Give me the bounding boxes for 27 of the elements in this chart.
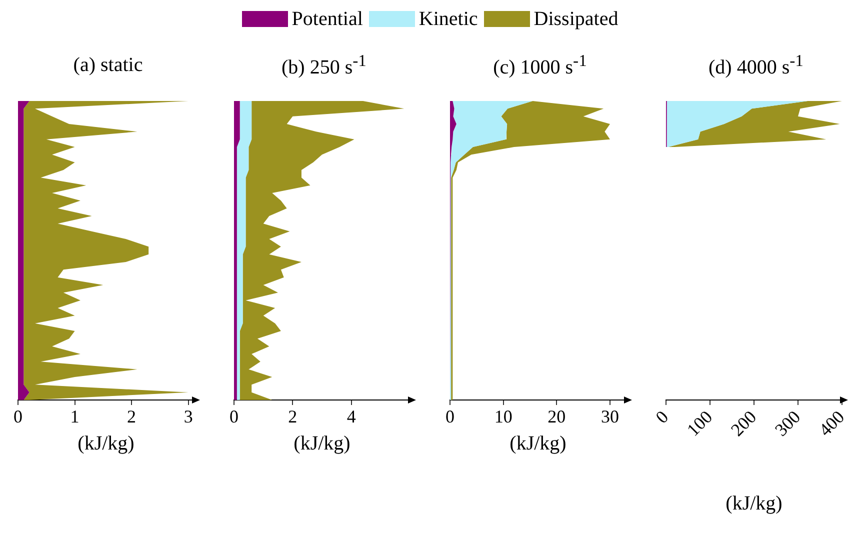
legend-label: Dissipated — [534, 8, 618, 30]
chart-title: (a) static — [73, 54, 143, 77]
x-tick-label: 400 — [814, 406, 848, 440]
x-tick-label: 3 — [184, 406, 193, 427]
x-axis-title: (kJ/kg) — [726, 492, 782, 514]
x-tick-label: 2 — [288, 406, 298, 427]
x-tick-label: 0 — [652, 406, 672, 428]
x-tick-label: 10 — [494, 406, 512, 427]
legend-label: Kinetic — [418, 8, 478, 30]
x-tick-label: 4 — [346, 406, 356, 427]
x-tick-label: 0 — [14, 406, 22, 427]
chart-title: (c) 1000 s$^{-1}$ — [493, 51, 587, 80]
x-axis-title: (kJ/kg) — [78, 432, 134, 454]
legend-label: Potential — [292, 8, 363, 30]
x-tick-label: 200 — [726, 406, 760, 440]
x-axis-title: (kJ/kg) — [294, 432, 350, 454]
x-tick-label: 20 — [548, 406, 566, 427]
x-tick-label: 0 — [230, 406, 238, 427]
chart-title: (b) 250 s$^{-1}$ — [282, 51, 366, 80]
chart-title: (d) 4000 s$^{-1}$ — [708, 51, 804, 80]
x-tick-label: 2 — [127, 406, 136, 427]
x-tick-label: 0 — [446, 406, 454, 427]
x-tick-label: 1 — [70, 406, 80, 427]
x-tick-label: 300 — [770, 406, 804, 440]
x-axis-title: (kJ/kg) — [510, 432, 566, 454]
x-tick-label: 100 — [682, 406, 716, 440]
x-tick-label: 30 — [601, 406, 619, 427]
